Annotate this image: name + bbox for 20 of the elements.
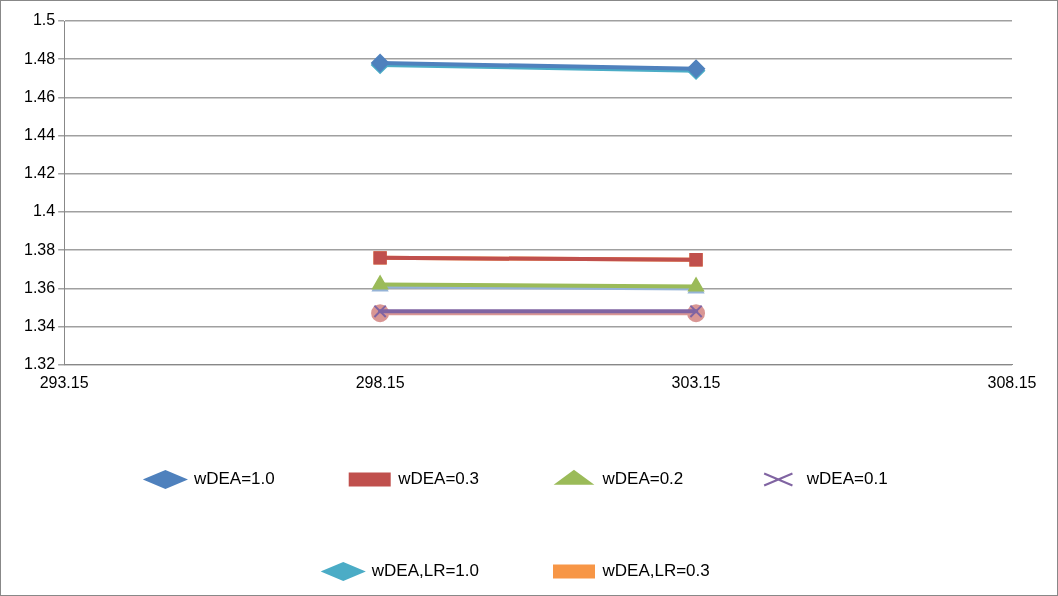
y-tick-label: 1.4 xyxy=(32,202,56,220)
x-tick-label: 303.15 xyxy=(671,373,721,391)
x-tick-label: 293.15 xyxy=(39,373,89,391)
legend-label: wDEA=0.3 xyxy=(397,469,480,489)
y-tick-label: 1.36 xyxy=(24,278,56,296)
y-tick-label: 1.5 xyxy=(32,11,56,29)
y-tick-label: 1.38 xyxy=(24,240,56,258)
legend-label: wDEA=0.2 xyxy=(601,469,684,489)
legend-label: wDEA=0.1 xyxy=(805,469,888,489)
y-tick-label: 1.46 xyxy=(24,87,56,105)
y-tick-label: 1.32 xyxy=(24,355,56,373)
legend-label: wDEA,LR=0.3 xyxy=(601,561,710,581)
legend-label: wDEA,LR=1.0 xyxy=(370,561,479,581)
x-tick-label: 308.15 xyxy=(987,373,1037,391)
x-tick-label: 298.15 xyxy=(355,373,405,391)
legend-label: wDEA=1.0 xyxy=(192,469,275,489)
y-tick-label: 1.42 xyxy=(24,164,56,182)
y-tick-label: 1.44 xyxy=(24,126,56,144)
y-tick-label: 1.48 xyxy=(24,49,56,67)
y-tick-label: 1.34 xyxy=(24,317,56,335)
